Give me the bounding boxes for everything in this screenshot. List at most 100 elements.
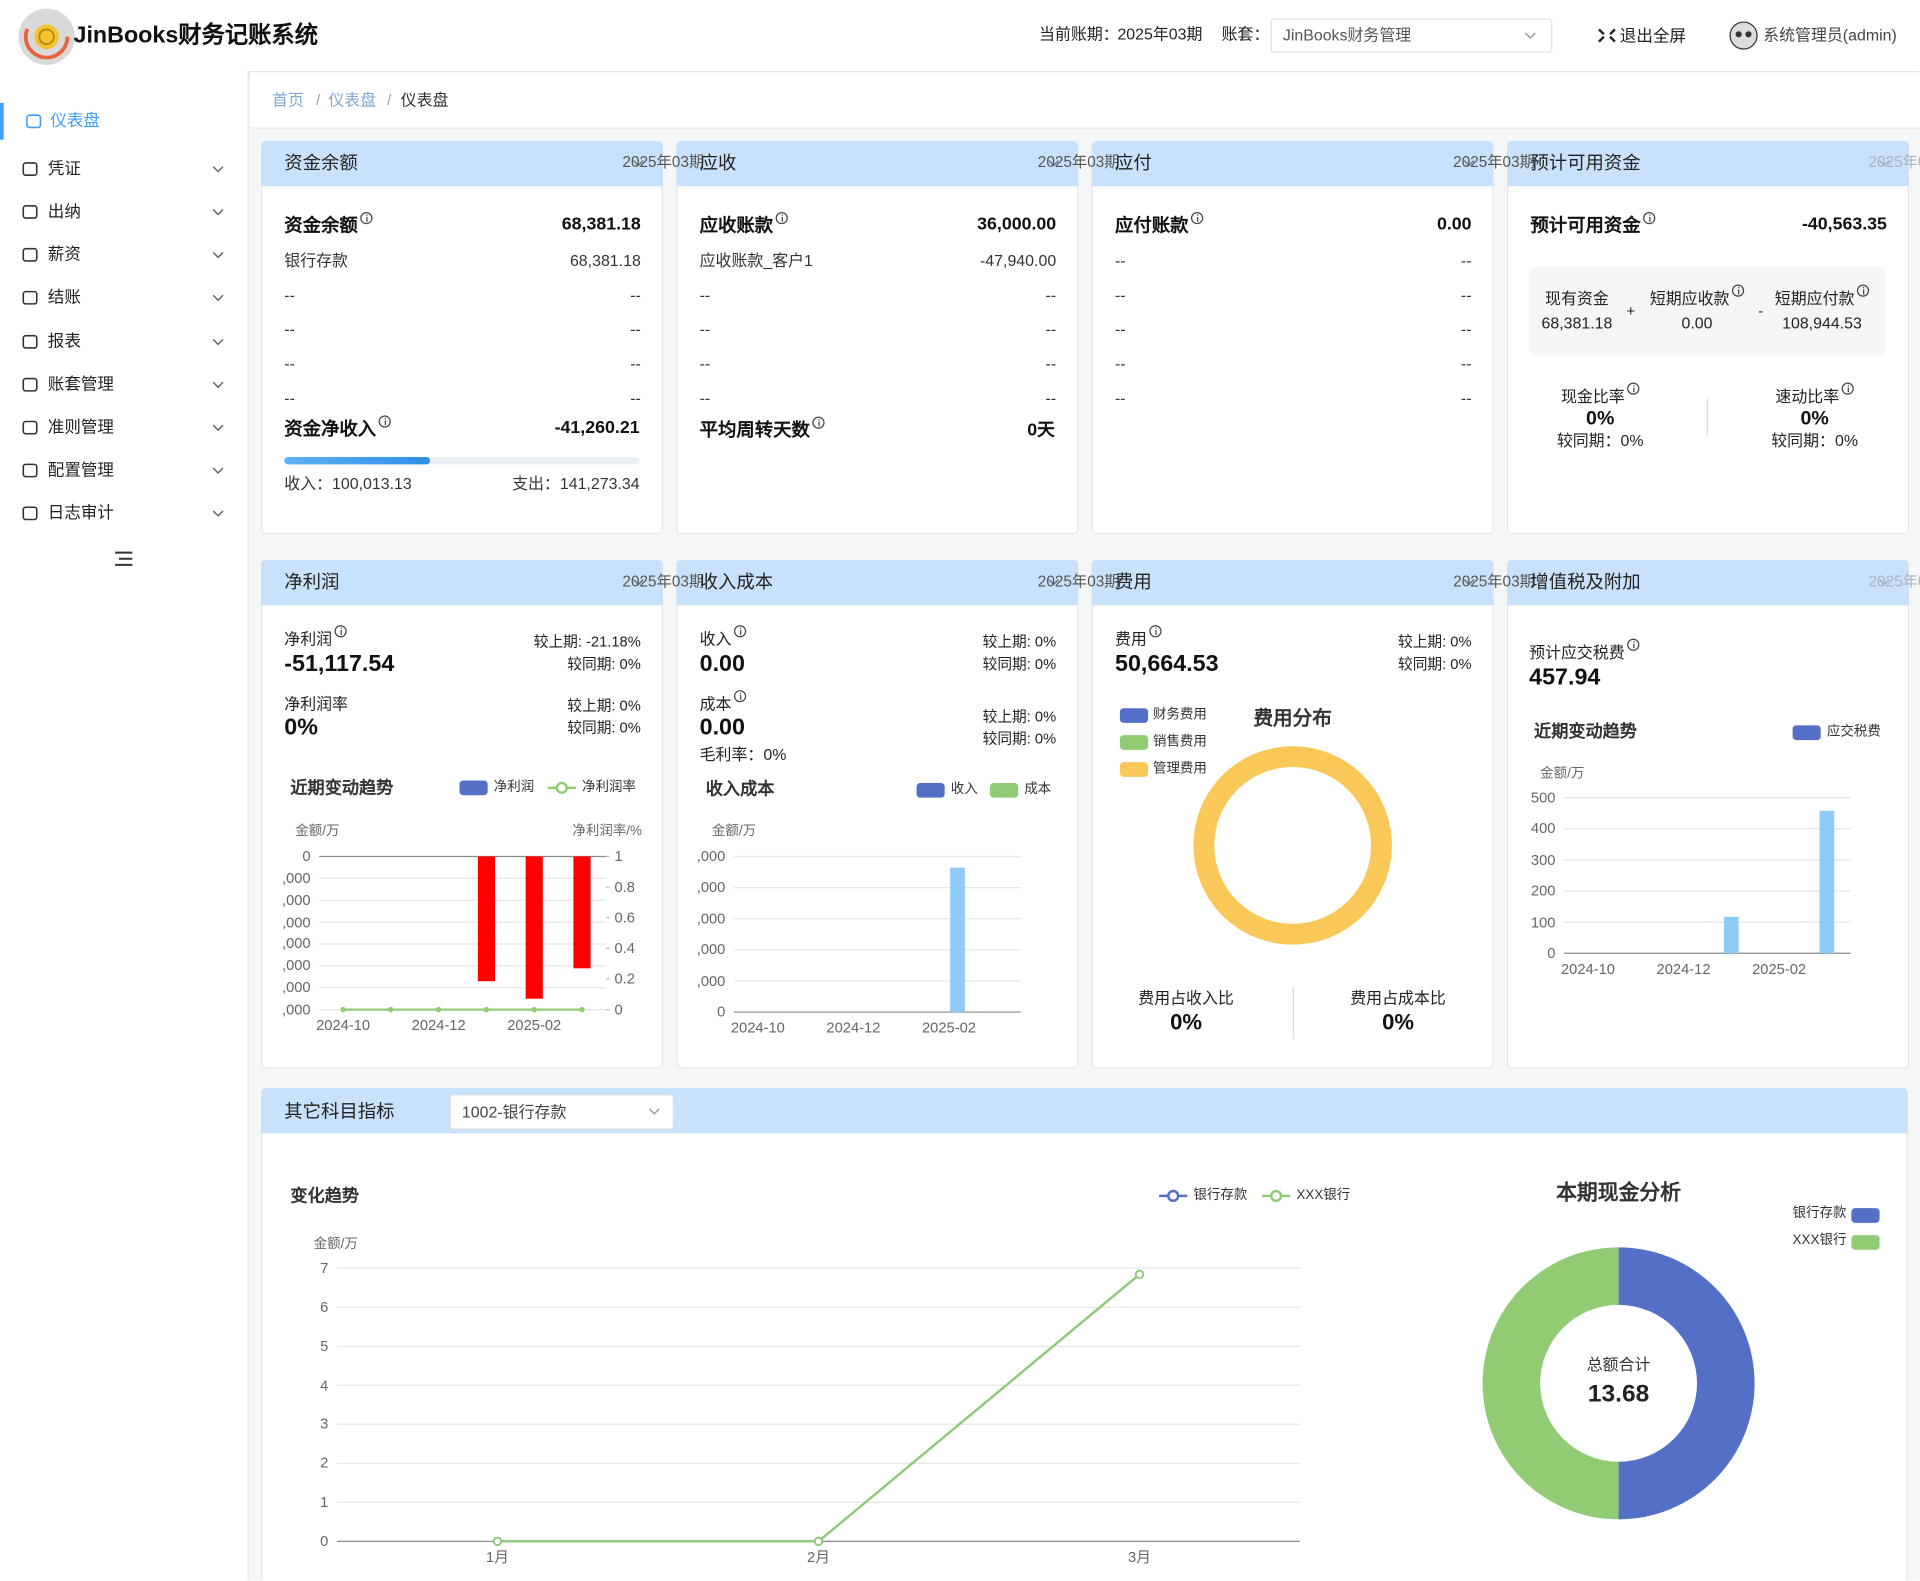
card (1091, 559, 1494, 1069)
label: + (1626, 302, 1636, 320)
book-select[interactable] (1270, 18, 1553, 53)
menu-item[interactable]: 凭证 (47, 159, 81, 178)
info-icon[interactable] (733, 690, 747, 703)
menu-item[interactable]: 日志审计 (47, 503, 114, 522)
info-icon[interactable] (378, 415, 391, 428)
menu-item[interactable]: 结账 (47, 287, 81, 307)
info-icon[interactable] (334, 625, 347, 638)
axis-label: 净利润率/% (572, 823, 643, 839)
info-icon[interactable] (812, 416, 825, 429)
menu-icon (22, 205, 38, 219)
chevron (1524, 32, 1536, 40)
legend-marker (459, 780, 488, 796)
progress-bar (284, 457, 430, 465)
label: - (1758, 302, 1764, 320)
chart-title: 近期变动趋势 (290, 777, 394, 798)
label: -- (1460, 285, 1472, 305)
period-select[interactable]: 2025年03期 (622, 572, 705, 590)
info-icon[interactable] (360, 211, 373, 225)
period-select[interactable]: 2025年03期 (622, 153, 705, 171)
info-icon[interactable] (1856, 284, 1870, 297)
info-icon[interactable] (733, 625, 747, 638)
breadcrumb-item[interactable]: 首页 (272, 90, 304, 110)
chevron (1048, 159, 1060, 167)
menu-item[interactable]: 仪表盘 (50, 111, 100, 130)
info-icon[interactable] (1190, 211, 1204, 225)
label: -- (1045, 320, 1057, 339)
y-tick-label: 6 (320, 1298, 329, 1316)
legend-marker (990, 782, 1019, 798)
axis-label: 金额/万 (711, 823, 757, 839)
label: -- (630, 285, 641, 305)
period-select: 2025年03期 (1868, 153, 1920, 171)
x-tick-label: 3月 (1128, 1548, 1151, 1566)
y-tick-label: ,000 (696, 909, 726, 928)
info-icon[interactable] (1731, 284, 1745, 297)
info-icon[interactable] (1627, 382, 1640, 395)
label: -- (699, 285, 711, 305)
axis-label: 金额/万 (295, 823, 340, 839)
book-select-value[interactable]: JinBooks财务管理 (1282, 25, 1412, 45)
chevron (632, 159, 644, 167)
label: 总额合计 (1586, 1355, 1651, 1374)
point (388, 1006, 394, 1013)
label: 2025年03期 (1117, 24, 1203, 44)
card-title: 应收 (699, 153, 737, 174)
label: -- (630, 354, 641, 373)
info-icon[interactable] (1149, 625, 1162, 638)
card-title: 预计可用资金 (1530, 153, 1641, 174)
legend-label: 银行存款 (1193, 1187, 1248, 1203)
fullscreen-button[interactable]: 退出全屏 (1619, 26, 1686, 46)
card (1507, 559, 1909, 1069)
label: 预计应交税费 (1529, 638, 1640, 663)
user-menu[interactable]: 系统管理员(admin) (1763, 25, 1897, 45)
point (531, 1006, 537, 1013)
legend-marker (1269, 1189, 1283, 1202)
label: 预计可用资金 (1530, 211, 1656, 238)
label: 较同期：0% (1556, 431, 1644, 450)
subject-select[interactable] (449, 1094, 674, 1130)
menu-icon (22, 377, 38, 392)
label: 13.68 (1587, 1380, 1650, 1408)
point (435, 1006, 442, 1013)
menu-item[interactable]: 配置管理 (47, 460, 114, 479)
label: -- (699, 320, 711, 339)
info-icon[interactable] (775, 211, 788, 225)
label: 0.00 (699, 651, 745, 678)
menu-item[interactable]: 报表 (47, 331, 81, 351)
chevron (212, 381, 224, 389)
menu-item[interactable]: 薪资 (47, 244, 81, 264)
card-header (260, 140, 663, 187)
subject-select-value[interactable]: 1002-银行存款 (461, 1102, 567, 1122)
panel-title: 其它科目指标 (284, 1101, 395, 1123)
info-icon[interactable] (1627, 638, 1640, 651)
menu-item[interactable]: 准则管理 (47, 417, 114, 437)
period-select[interactable]: 2025年03期 (1453, 153, 1535, 171)
legend-marker (1792, 725, 1821, 741)
menu-item[interactable]: 账套管理 (47, 374, 114, 394)
fullscreen-icon (1598, 28, 1616, 43)
period-select[interactable]: 2025年03期 (1453, 572, 1535, 590)
label: -51,117.54 (284, 651, 395, 678)
menu-item[interactable]: 出纳 (47, 202, 81, 221)
menu-icon (26, 114, 42, 129)
chevron (212, 166, 224, 173)
label: 成本 (700, 690, 747, 714)
x-tick-label: 2025-02 (921, 1019, 976, 1037)
legend-marker (555, 781, 568, 794)
y-tick-label: 5 (320, 1337, 329, 1355)
axis-label: 金额/万 (1540, 766, 1585, 781)
card-header (676, 559, 1079, 606)
label: 36,000.00 (977, 214, 1057, 235)
y-tick-label: ,000 (281, 957, 311, 975)
label: 费用占成本比 (1350, 989, 1446, 1008)
breadcrumb-item[interactable]: 仪表盘 (328, 90, 377, 110)
period-select[interactable]: 2025年03期 (1037, 572, 1120, 590)
info-icon[interactable] (1643, 211, 1656, 225)
label: 较同期: 0% (982, 730, 1057, 748)
card-title: 应付 (1114, 153, 1152, 174)
period-select[interactable]: 2025年03期 (1037, 153, 1120, 171)
divider (1292, 986, 1294, 1040)
info-icon[interactable] (1841, 382, 1854, 395)
